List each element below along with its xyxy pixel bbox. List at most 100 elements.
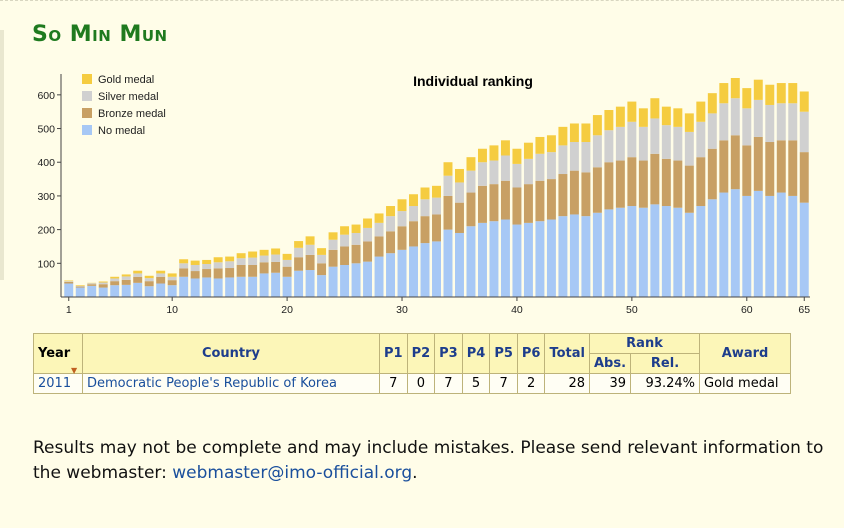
bar-bronze-medal-63 [776,140,786,193]
cell-p2: 0 [406,373,436,394]
country-link[interactable]: Democratic People's Republic of Korea [87,376,337,391]
bar-silver-medal-49 [615,126,625,161]
bar-no-medal-12 [190,278,200,297]
y-tick-label-300: 300 [37,191,55,203]
bar-bronze-medal-22 [305,254,315,271]
bar-bronze-medal-21 [294,257,304,271]
bar-silver-medal-33 [432,197,441,215]
individual-ranking-chart: Individual ranking Gold medal Silver meda… [37,73,810,316]
bar-bronze-medal-31 [409,221,418,247]
legend-swatch-gold-medal [82,74,92,84]
bar-no-medal-46 [581,216,591,297]
sort-arrow-icon: ▼ [71,366,78,375]
cell-country: Democratic People's Republic of Korea [82,373,380,394]
bar-no-medal-27 [363,261,373,297]
bar-no-medal-51 [638,207,648,297]
bar-bronze-medal-33 [432,214,441,242]
bar-no-medal-58 [719,192,729,297]
year-link[interactable]: 2011 [38,376,72,391]
bar-silver-medal-59 [730,98,740,136]
bar-gold-medal-53 [661,106,671,126]
bar-gold-medal-39 [500,140,510,156]
bar-no-medal-18 [259,273,269,297]
bar-silver-medal-9 [156,273,166,277]
bar-bronze-medal-53 [661,158,671,207]
bar-no-medal-3 [87,285,97,297]
bar-gold-medal-19 [271,248,281,255]
bar-no-medal-30 [397,249,407,297]
bar-silver-medal-61 [753,99,763,137]
col-total-header: Total [544,333,590,374]
bar-bronze-medal-41 [523,184,533,223]
bar-bronze-medal-28 [374,236,384,257]
bar-silver-medal-20 [282,259,292,267]
bar-gold-medal-47 [592,115,602,136]
bar-no-medal-22 [305,270,315,297]
bar-silver-medal-4 [98,282,108,285]
results-table: Year ▼ Country P1 P2 P3 P4 P5 P6 Total R… [33,333,792,394]
bar-silver-medal-31 [409,206,418,222]
bar-gold-medal-65 [799,91,809,112]
bar-bronze-medal-48 [604,162,614,210]
chart-bars [64,78,809,297]
bar-gold-medal-7 [133,270,143,274]
bar-no-medal-65 [799,202,809,297]
bar-gold-medal-60 [742,88,752,109]
bar-gold-medal-57 [707,93,717,114]
bar-no-medal-37 [477,222,487,297]
bar-gold-medal-43 [546,135,556,153]
cell-total: 28 [544,373,590,394]
bar-no-medal-59 [730,189,740,297]
legend-swatch-silver-medal [82,91,92,101]
bar-silver-medal-8 [144,278,154,282]
bar-no-medal-54 [673,207,683,297]
bar-bronze-medal-57 [707,148,717,200]
bar-bronze-medal-19 [271,261,281,273]
bar-gold-medal-8 [144,275,154,279]
bar-no-medal-39 [500,219,510,297]
bar-no-medal-40 [512,224,522,297]
bar-silver-medal-23 [317,254,327,264]
bar-bronze-medal-23 [317,263,327,276]
bar-gold-medal-28 [374,213,384,223]
x-tick-label-40: 40 [511,304,523,316]
bar-bronze-medal-7 [133,276,143,283]
bar-silver-medal-36 [466,170,476,193]
bar-no-medal-11 [179,276,189,297]
bar-silver-medal-50 [627,121,637,158]
bar-gold-medal-29 [386,206,396,217]
x-tick-label-60: 60 [741,304,753,316]
bar-gold-medal-9 [156,270,166,274]
bar-no-medal-48 [604,209,614,297]
bar-silver-medal-42 [535,153,545,181]
bar-no-medal-41 [523,222,533,297]
bar-silver-medal-15 [225,261,235,269]
bar-no-medal-49 [615,207,625,297]
bar-silver-medal-46 [581,142,591,173]
bar-silver-medal-30 [397,211,407,227]
bar-bronze-medal-29 [386,231,396,254]
bar-gold-medal-1 [64,280,74,282]
bar-silver-medal-24 [328,239,338,250]
bar-no-medal-62 [765,195,775,297]
webmaster-email-link[interactable]: webmaster@imo-official.org [172,463,413,483]
bar-silver-medal-5 [110,278,120,282]
bar-bronze-medal-34 [443,195,453,230]
bar-bronze-medal-43 [546,179,556,220]
bar-silver-medal-48 [604,130,614,163]
bar-bronze-medal-5 [110,281,120,286]
bar-gold-medal-42 [535,136,545,154]
bar-no-medal-44 [558,216,568,297]
col-award-header: Award [699,333,792,374]
bar-gold-medal-40 [512,148,522,164]
col-p2-header: P2 [406,333,436,374]
cell-award: Gold medal [699,373,792,394]
bar-bronze-medal-42 [535,180,545,222]
bar-bronze-medal-13 [202,269,212,278]
bar-bronze-medal-26 [351,244,361,264]
bar-gold-medal-52 [650,98,660,119]
bar-silver-medal-64 [788,103,798,141]
col-year-header[interactable]: Year ▼ [33,333,83,375]
bar-bronze-medal-37 [477,185,487,223]
bar-no-medal-26 [351,263,361,297]
